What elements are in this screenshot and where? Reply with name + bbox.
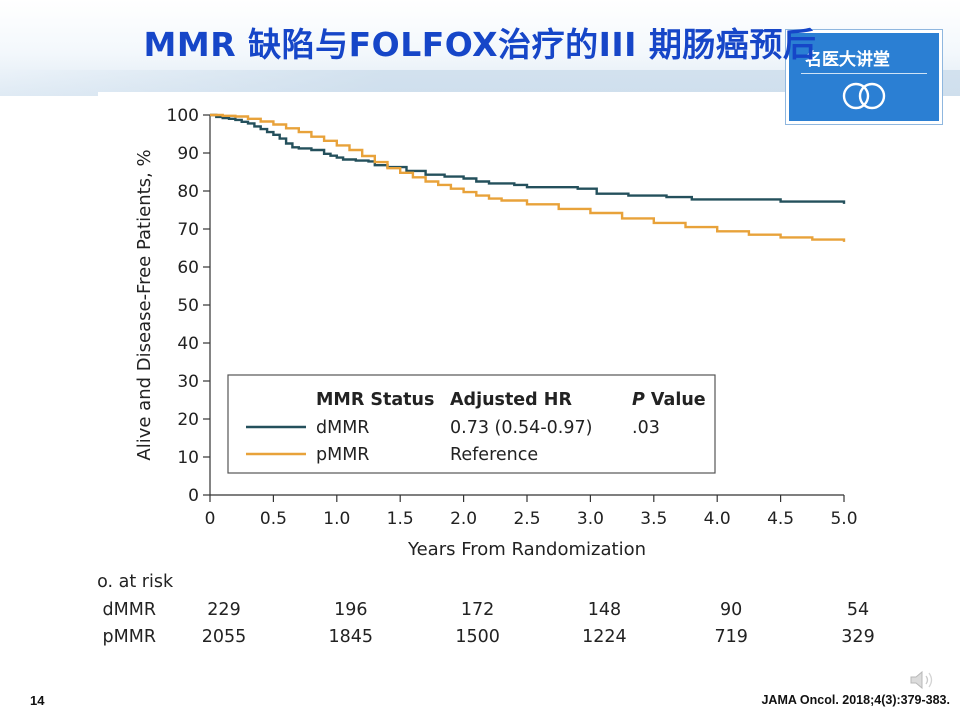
x-tick-label: 4.0: [704, 509, 731, 529]
legend-box: [227, 374, 716, 474]
speaker-icon[interactable]: [908, 668, 938, 692]
x-tick-label: 5.0: [830, 509, 857, 529]
legend-header-hr: Adjusted HR: [450, 390, 572, 410]
risk-row-label-dmmr: dMMR: [103, 600, 156, 620]
y-tick-label: 0: [188, 486, 199, 506]
y-tick-label: 60: [177, 258, 199, 278]
survival-chart: 0 10 20 30 40 50 60 70 80 90 100 0 0.5 1.0 1.5 2.0 2.5 3.…: [98, 106, 875, 647]
legend-label-pmmr: pMMR: [316, 445, 369, 465]
legend-hr-pmmr: Reference: [450, 445, 538, 465]
series-line-pmmr: [210, 113, 846, 242]
y-tick-label: 90: [177, 144, 199, 164]
x-tick-label: 2.0: [450, 509, 477, 529]
x-tick-label: 1.5: [387, 509, 414, 529]
risk-table-title: No. at risk: [98, 572, 174, 592]
chart-panel: 0 10 20 30 40 50 60 70 80 90 100 0 0.5 1.0 1.5 2.0 2.5 3.…: [98, 92, 882, 690]
logo-text: 名医大讲堂: [805, 50, 890, 70]
legend-p-dmmr: .03: [632, 418, 660, 438]
risk-value: 329: [841, 627, 874, 647]
risk-row-label-pmmr: pMMR: [103, 627, 156, 647]
risk-value: 90: [720, 600, 742, 620]
y-tick-label: 10: [177, 448, 199, 468]
y-tick-label: 40: [177, 334, 199, 354]
risk-value: 54: [847, 600, 869, 620]
series-line-dmmr: [210, 113, 846, 204]
citation: JAMA Oncol. 2018;4(3):379-383.: [761, 693, 950, 707]
y-tick-label: 30: [177, 372, 199, 392]
risk-value: 2055: [202, 627, 247, 647]
logo-divider: [801, 73, 927, 74]
y-tick-label: 100: [167, 106, 199, 126]
legend-header-status: MMR Status: [316, 390, 434, 410]
y-tick-label: 20: [177, 410, 199, 430]
x-tick-label: 0.5: [260, 509, 287, 529]
legend-header-p: P Value: [632, 390, 706, 410]
y-tick-label: 80: [177, 182, 199, 202]
risk-value: 719: [714, 627, 747, 647]
x-tick-label: 3.5: [640, 509, 667, 529]
risk-value: 1224: [582, 627, 627, 647]
x-tick-label: 3.0: [577, 509, 604, 529]
x-axis-title: Years From Randomization: [407, 539, 646, 560]
y-axis-title: Alive and Disease-Free Patients, %: [134, 149, 155, 460]
x-tick-label: 2.5: [513, 509, 540, 529]
y-tick-label: 50: [177, 296, 199, 316]
legend-hr-dmmr: 0.73 (0.54-0.97): [450, 418, 592, 438]
x-tick-label: 0: [205, 509, 216, 529]
risk-value: 229: [207, 600, 240, 620]
page-number: 14: [30, 693, 45, 708]
risk-value: 1500: [455, 627, 500, 647]
risk-value: 172: [461, 600, 494, 620]
legend-label-dmmr: dMMR: [316, 418, 369, 438]
logo-badge: 名医大讲堂: [785, 29, 943, 125]
risk-value: 148: [588, 600, 621, 620]
x-tick-label: 4.5: [767, 509, 794, 529]
risk-value: 1845: [329, 627, 374, 647]
logo-emblem-icon: [842, 82, 886, 110]
x-tick-label: 1.0: [323, 509, 350, 529]
risk-value: 196: [334, 600, 367, 620]
y-tick-label: 70: [177, 220, 199, 240]
slide-title: MMR 缺陷与FOLFOX治疗的III 期肠癌预后: [143, 25, 817, 64]
